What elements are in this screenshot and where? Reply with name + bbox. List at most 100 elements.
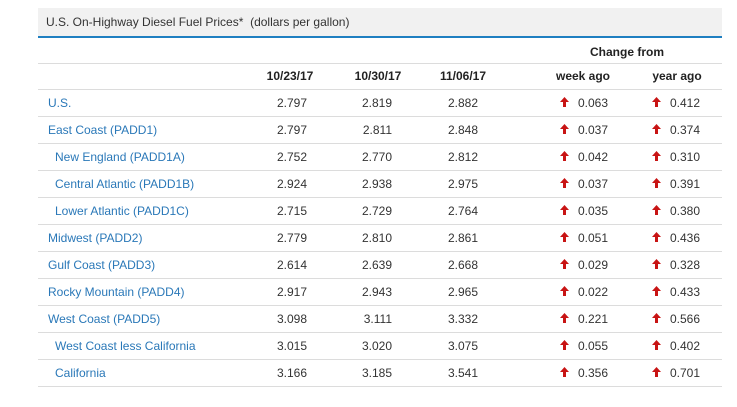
separator: [38, 251, 722, 252]
cell-value: 2.668: [447, 258, 478, 272]
cell-value: 2.965: [447, 285, 478, 299]
cell-value: 2.797: [276, 96, 307, 110]
cell-value: 0.436: [669, 231, 700, 245]
cell-value: 0.402: [669, 339, 700, 353]
row-label: Rocky Mountain (PADD4): [48, 285, 185, 299]
row-label: Midwest (PADD2): [48, 231, 143, 245]
up-arrow-icon: [652, 367, 661, 377]
row-label: New England (PADD1A): [55, 150, 185, 164]
up-arrow-icon: [560, 205, 569, 215]
cell-value: 0.328: [669, 258, 700, 272]
cell-value: 2.819: [361, 96, 392, 110]
cell-value: 3.075: [447, 339, 478, 353]
cell-value: 3.332: [447, 312, 478, 326]
separator: [38, 305, 722, 306]
separator: [38, 63, 722, 64]
cell-value: 2.770: [361, 150, 392, 164]
row-label: Lower Atlantic (PADD1C): [55, 204, 189, 218]
cell-value: 3.015: [276, 339, 307, 353]
cell-value: 2.943: [361, 285, 392, 299]
row-label: West Coast (PADD5): [48, 312, 161, 326]
cell-value: 2.882: [447, 96, 478, 110]
cell-value: 3.541: [447, 366, 478, 380]
separator: [38, 143, 722, 144]
separator: [38, 116, 722, 117]
up-arrow-icon: [560, 232, 569, 242]
up-arrow-icon: [560, 367, 569, 377]
up-arrow-icon: [652, 151, 661, 161]
cell-value: 2.975: [447, 177, 478, 191]
row-label: Central Atlantic (PADD1B): [55, 177, 195, 191]
cell-value: 0.037: [577, 123, 608, 137]
separator: [38, 386, 722, 387]
title-bar: [38, 8, 722, 38]
up-arrow-icon: [560, 286, 569, 296]
cell-value: 0.037: [577, 177, 608, 191]
cell-value: 2.715: [276, 204, 307, 218]
cell-value: 0.051: [577, 231, 608, 245]
up-arrow-icon: [560, 313, 569, 323]
cell-value: 3.185: [361, 366, 392, 380]
up-arrow-icon: [652, 97, 661, 107]
cell-value: 0.022: [577, 285, 608, 299]
column-header: 11/06/17: [439, 69, 487, 83]
up-arrow-icon: [560, 151, 569, 161]
row-label: California: [55, 366, 106, 380]
cell-value: 2.810: [361, 231, 392, 245]
up-arrow-icon: [560, 259, 569, 269]
separator: [38, 359, 722, 360]
cell-value: 2.797: [276, 123, 307, 137]
column-header: 10/23/17: [266, 69, 314, 83]
up-arrow-icon: [652, 124, 661, 134]
cell-value: 0.310: [669, 150, 700, 164]
up-arrow-icon: [560, 97, 569, 107]
separator: [38, 332, 722, 333]
cell-value: 2.779: [276, 231, 307, 245]
cell-value: 2.764: [447, 204, 478, 218]
cell-value: 3.166: [276, 366, 307, 380]
cell-value: 3.020: [361, 339, 392, 353]
cell-value: 2.924: [276, 177, 307, 191]
cell-value: 0.042: [577, 150, 608, 164]
cell-value: 0.356: [577, 366, 608, 380]
up-arrow-icon: [560, 178, 569, 188]
column-header: week ago: [555, 69, 611, 83]
title: U.S. On-Highway Diesel Fuel Prices* (dol…: [46, 15, 349, 29]
column-header: year ago: [652, 69, 702, 83]
up-arrow-icon: [652, 178, 661, 188]
cell-value: 0.412: [669, 96, 700, 110]
group-header: Change from: [590, 45, 665, 59]
cell-value: 0.701: [669, 366, 700, 380]
cell-value: 0.566: [669, 312, 700, 326]
cell-value: 0.035: [577, 204, 608, 218]
cell-value: 3.098: [276, 312, 307, 326]
cell-value: 3.111: [363, 312, 392, 326]
up-arrow-icon: [652, 286, 661, 296]
cell-value: 0.380: [669, 204, 700, 218]
cell-value: 0.391: [669, 177, 700, 191]
up-arrow-icon: [652, 232, 661, 242]
row-label: Gulf Coast (PADD3): [48, 258, 156, 272]
row-label: West Coast less California: [55, 339, 196, 353]
cell-value: 2.729: [361, 204, 392, 218]
cell-value: 2.812: [447, 150, 478, 164]
cell-value: 2.938: [361, 177, 392, 191]
cell-value: 2.811: [362, 123, 392, 137]
cell-value: 0.374: [669, 123, 700, 137]
cell-value: 2.752: [276, 150, 307, 164]
up-arrow-icon: [652, 205, 661, 215]
title-unit: (dollars per gallon): [250, 15, 350, 29]
cell-value: 2.639: [361, 258, 392, 272]
row-label: U.S.: [48, 96, 72, 110]
up-arrow-icon: [560, 124, 569, 134]
title-text: U.S. On-Highway Diesel Fuel Prices*: [46, 15, 244, 29]
cell-value: 0.063: [577, 96, 608, 110]
separator: [38, 89, 722, 90]
separator: [38, 170, 722, 171]
column-header: 10/30/17: [354, 69, 402, 83]
cell-value: 2.614: [276, 258, 307, 272]
cell-value: 0.055: [577, 339, 608, 353]
up-arrow-icon: [560, 340, 569, 350]
cell-value: 0.221: [577, 312, 608, 326]
